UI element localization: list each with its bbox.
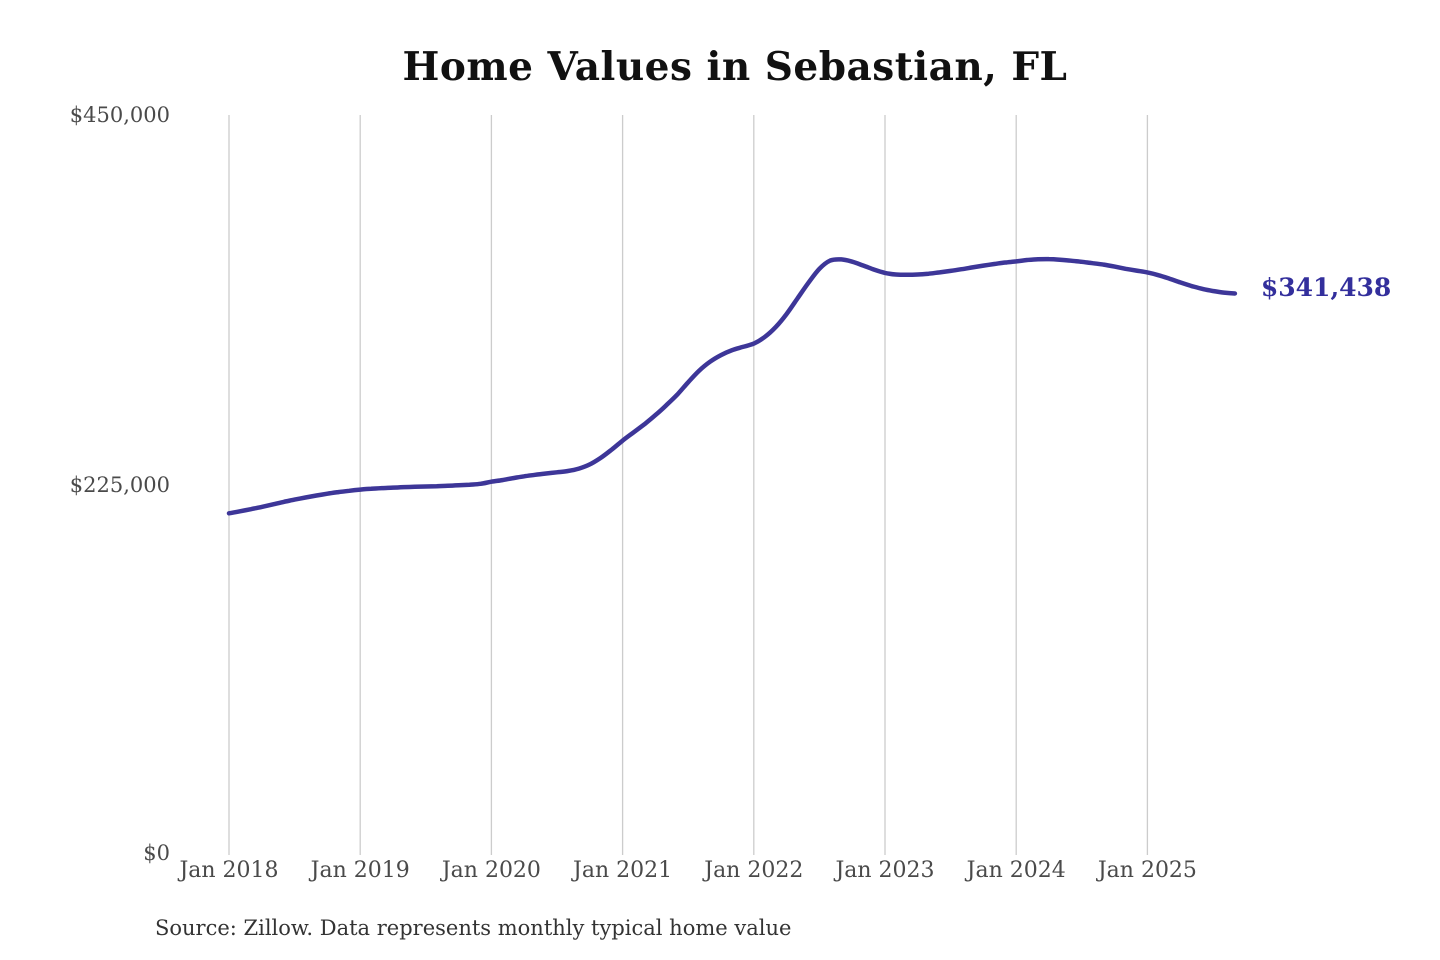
- x-tick-label: Jan 2021: [573, 858, 673, 883]
- gridlines: [228, 115, 1149, 855]
- y-tick-label: $450,000: [69, 103, 170, 127]
- chart-title: Home Values in Sebastian, FL: [402, 44, 1068, 90]
- x-tick-label: Jan 2024: [966, 858, 1066, 883]
- x-tick-label: Jan 2025: [1097, 858, 1197, 883]
- x-tick-label: Jan 2023: [835, 858, 935, 883]
- end-value-label: $341,438: [1260, 272, 1392, 302]
- x-tick-label: Jan 2020: [441, 858, 541, 883]
- x-tick-label: Jan 2019: [310, 858, 410, 883]
- home-value-line: [226, 256, 1238, 516]
- x-tick-label: Jan 2018: [179, 858, 279, 883]
- y-tick-label: $0: [143, 841, 170, 865]
- x-tick-label: Jan 2022: [704, 858, 804, 883]
- source-note: Source: Zillow. Data represents monthly …: [155, 916, 792, 940]
- y-tick-label: $225,000: [69, 473, 170, 497]
